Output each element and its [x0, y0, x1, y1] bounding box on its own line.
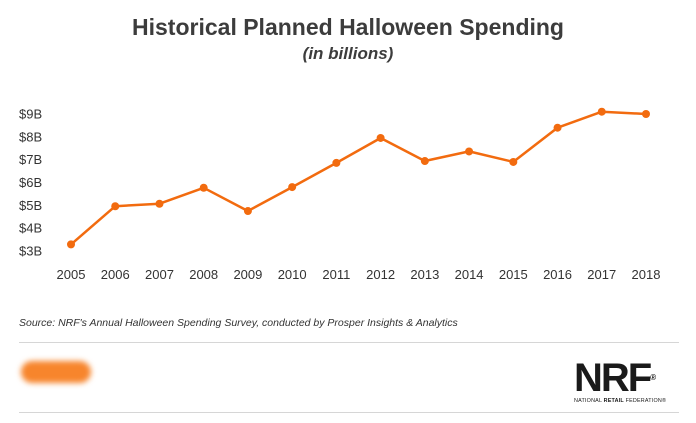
x-tick-label: 2009 — [233, 267, 262, 282]
y-axis: $3B $4B $5B $6B $7B $8B $9B — [19, 107, 42, 259]
data-point[interactable] — [642, 110, 650, 118]
source-note: Source: NRF's Annual Halloween Spending … — [19, 317, 458, 329]
y-tick-label: $5B — [19, 198, 42, 213]
x-tick-label: 2016 — [543, 267, 572, 282]
data-point[interactable] — [243, 207, 252, 216]
y-tick-label: $9B — [19, 107, 42, 122]
divider-top — [19, 342, 679, 343]
series-line — [70, 110, 647, 246]
x-tick-label: 2013 — [410, 267, 439, 282]
data-point[interactable] — [376, 133, 385, 142]
data-point[interactable] — [199, 183, 208, 192]
x-tick-label: 2017 — [587, 267, 616, 282]
data-point[interactable] — [332, 158, 341, 167]
x-tick-label: 2018 — [632, 267, 661, 282]
x-tick-label: 2005 — [57, 267, 86, 282]
divider-bottom — [19, 412, 679, 413]
data-point[interactable] — [67, 240, 75, 249]
y-tick-label: $8B — [19, 129, 42, 144]
y-tick-label: $4B — [19, 221, 42, 236]
x-tick-label: 2006 — [101, 267, 130, 282]
x-tick-label: 2011 — [322, 267, 350, 282]
y-tick-label: $7B — [19, 152, 42, 167]
x-axis: 2005 2006 2007 2008 2009 2010 2011 2012 2013 2014… — [57, 267, 661, 282]
chart-title: Historical Planned Halloween Spending — [132, 14, 564, 40]
x-tick-label: 2010 — [278, 267, 307, 282]
y-tick-label: $3B — [19, 244, 42, 259]
x-tick-label: 2014 — [455, 267, 484, 282]
data-point[interactable] — [509, 157, 518, 166]
nrf-logo: NRF® NATIONAL RETAIL FEDERATION® — [574, 356, 667, 404]
data-point[interactable] — [111, 202, 120, 211]
data-point[interactable] — [465, 147, 474, 156]
y-tick-label: $6B — [19, 175, 42, 190]
series-spending — [67, 107, 650, 249]
x-tick-label: 2008 — [189, 267, 218, 282]
data-point[interactable] — [155, 199, 164, 208]
share-button[interactable] — [21, 361, 91, 383]
data-point[interactable] — [420, 157, 429, 166]
line-chart: $3B$4B$5B$6B$7B$8B$9B 2005 2006 2007 2008 20… — [19, 107, 661, 283]
x-tick-label: 2015 — [499, 267, 528, 282]
data-point[interactable] — [553, 123, 562, 132]
x-tick-label: 2012 — [366, 267, 395, 282]
chart-subtitle: (in billions) — [302, 44, 394, 63]
x-tick-label: 2007 — [145, 267, 174, 282]
data-point[interactable] — [288, 183, 297, 192]
data-point[interactable] — [597, 107, 606, 116]
